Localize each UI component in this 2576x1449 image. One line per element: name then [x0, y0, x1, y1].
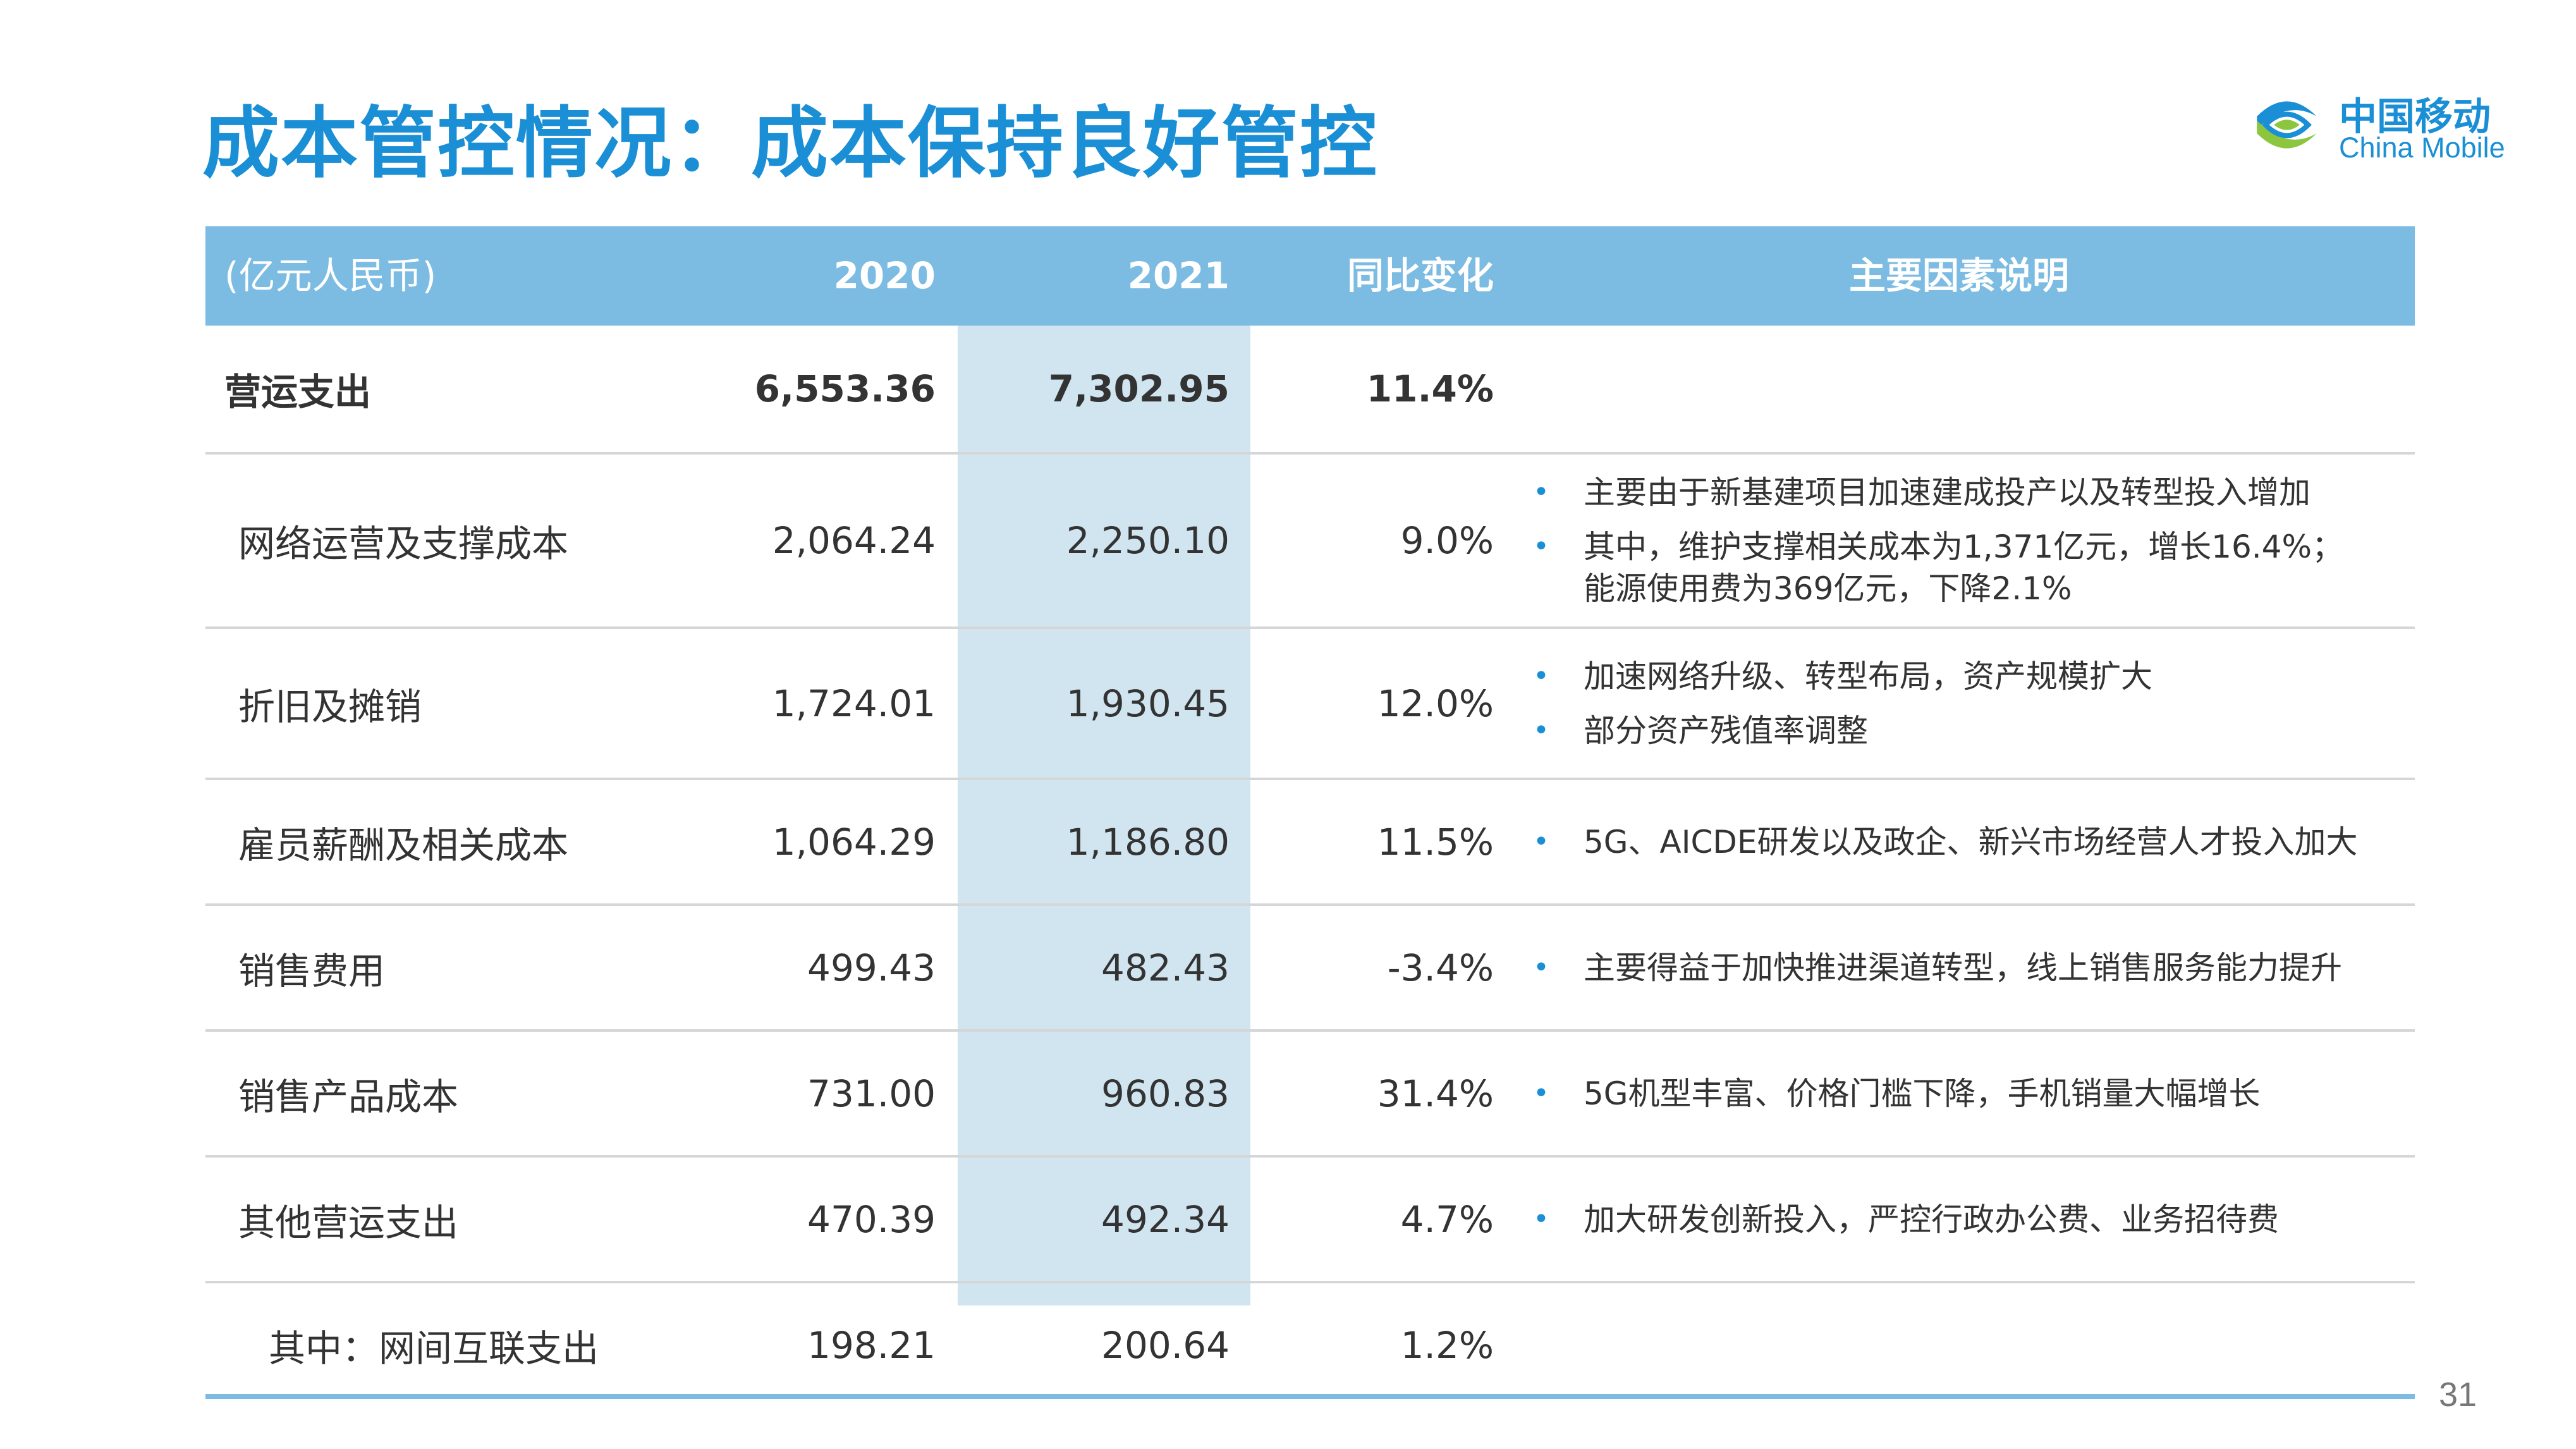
notes: • 加速网络升级、转型布局，资产规模扩大 • 部分资产残值率调整	[1533, 629, 2152, 778]
page-number: 31	[2439, 1376, 2477, 1414]
note-item-continued: 能源使用费为369亿元，下降2.1%	[1584, 570, 2072, 607]
header-notes: 主要因素说明	[1849, 254, 2070, 297]
value-2020: 731.00	[807, 1072, 936, 1115]
bullet-icon: •	[1533, 825, 1549, 858]
note-item: • 其中，维护支撑相关成本为1,371亿元，增长16.4%；	[1533, 526, 2343, 568]
value-2021: 2,250.10	[1066, 519, 1230, 562]
bullet-icon: •	[1533, 1202, 1549, 1235]
header-yoy: 同比变化	[1346, 254, 1494, 297]
highlight-2021-column	[958, 326, 1250, 1305]
page-title: 成本管控情况：成本保持良好管控	[202, 99, 1378, 188]
value-yoy: 11.5%	[1377, 820, 1494, 864]
value-2021: 960.83	[1101, 1072, 1230, 1115]
bullet-icon: •	[1533, 1077, 1549, 1110]
note-item: • 主要得益于加快推进渠道转型，线上销售服务能力提升	[1533, 947, 2342, 989]
table-row: 折旧及摊销 1,724.01 1,930.45 12.0% • 加速网络升级、转型…	[205, 629, 2415, 780]
bullet-icon: •	[1533, 476, 1549, 508]
value-2020: 1,064.29	[772, 820, 936, 864]
value-2020: 1,724.01	[772, 682, 936, 725]
value-2021: 200.64	[1101, 1324, 1230, 1367]
notes: • 主要由于新基建项目加速建成投产以及转型投入增加 • 其中，维护支撑相关成本为1,…	[1533, 455, 2343, 627]
note-item: • 加速网络升级、转型布局，资产规模扩大	[1533, 656, 2152, 697]
bottom-rule	[205, 1394, 2415, 1399]
company-logo: 中国移动 China Mobile	[2244, 82, 2510, 177]
header-2021: 2021	[1127, 254, 1230, 297]
row-label: 销售产品成本	[238, 1075, 459, 1118]
value-2021: 1,930.45	[1066, 682, 1230, 725]
row-label: 营运支出	[224, 370, 372, 413]
table-row: 销售费用 499.43 482.43 -3.4% • 主要得益于加快推进渠道转型，…	[205, 906, 2415, 1032]
note-item: • 加大研发创新投入，严控行政办公费、业务招待费	[1533, 1199, 2279, 1240]
table-row: 其中：网间互联支出 198.21 200.64 1.2%	[205, 1283, 2415, 1407]
header-unit: (亿元人民币)	[224, 254, 437, 297]
notes: • 5G机型丰富、价格门槛下降，手机销量大幅增长	[1533, 1032, 2261, 1155]
bullet-icon: •	[1533, 951, 1549, 984]
row-label: 雇员薪酬及相关成本	[238, 823, 569, 867]
value-yoy: 9.0%	[1400, 519, 1494, 562]
note-item: • 5G机型丰富、价格门槛下降，手机销量大幅增长	[1533, 1073, 2261, 1115]
value-2020: 198.21	[807, 1324, 936, 1367]
value-yoy: -3.4%	[1387, 946, 1494, 989]
value-yoy: 31.4%	[1377, 1072, 1494, 1115]
value-yoy: 11.4%	[1366, 367, 1494, 410]
value-2021: 1,186.80	[1066, 820, 1230, 864]
row-label: 网络运营及支撑成本	[238, 522, 569, 565]
note-item: • 部分资产残值率调整	[1533, 710, 2152, 752]
row-label: 其他营运支出	[238, 1201, 459, 1244]
row-label: 销售费用	[238, 949, 386, 993]
value-2020: 499.43	[807, 946, 936, 989]
notes: • 5G、AICDE研发以及政企、新兴市场经营人才投入加大	[1533, 780, 2358, 903]
china-mobile-logo-icon	[2257, 101, 2317, 149]
note-item: • 5G、AICDE研发以及政企、新兴市场经营人才投入加大	[1533, 821, 2358, 863]
notes: • 主要得益于加快推进渠道转型，线上销售服务能力提升	[1533, 906, 2342, 1029]
value-2021: 492.34	[1101, 1197, 1230, 1241]
table-row: 其他营运支出 470.39 492.34 4.7% • 加大研发创新投入，严控行政…	[205, 1158, 2415, 1283]
row-label: 折旧及摊销	[238, 685, 422, 728]
cost-table: (亿元人民币) 2020 2021 同比变化 主要因素说明 营运支出 6,553…	[205, 226, 2415, 1413]
table-row: 雇员薪酬及相关成本 1,064.29 1,186.80 11.5% • 5G、AI…	[205, 780, 2415, 906]
value-2021: 7,302.95	[1048, 367, 1230, 410]
table-row: 销售产品成本 731.00 960.83 31.4% • 5G机型丰富、价格门槛下…	[205, 1032, 2415, 1158]
value-yoy: 12.0%	[1377, 682, 1494, 725]
notes: • 加大研发创新投入，严控行政办公费、业务招待费	[1533, 1158, 2279, 1281]
bullet-icon: •	[1533, 714, 1549, 747]
table-row: 网络运营及支撑成本 2,064.24 2,250.10 9.0% • 主要由于新基…	[205, 455, 2415, 629]
note-item: • 主要由于新基建项目加速建成投产以及转型投入增加	[1533, 472, 2343, 513]
table-row: 营运支出 6,553.36 7,302.95 11.4%	[205, 326, 2415, 455]
value-2021: 482.43	[1101, 946, 1230, 989]
value-2020: 2,064.24	[772, 519, 936, 562]
value-yoy: 4.7%	[1400, 1197, 1494, 1241]
row-label: 其中：网间互联支出	[269, 1327, 599, 1370]
value-2020: 6,553.36	[754, 367, 936, 410]
bullet-icon: •	[1533, 659, 1549, 692]
bullet-icon: •	[1533, 530, 1549, 563]
logo-text-en: China Mobile	[2339, 131, 2505, 164]
value-2020: 470.39	[807, 1197, 936, 1241]
logo-text-cn: 中国移动	[2339, 95, 2491, 139]
table-header: (亿元人民币) 2020 2021 同比变化 主要因素说明	[205, 226, 2415, 326]
header-2020: 2020	[833, 254, 936, 297]
value-yoy: 1.2%	[1400, 1324, 1494, 1367]
